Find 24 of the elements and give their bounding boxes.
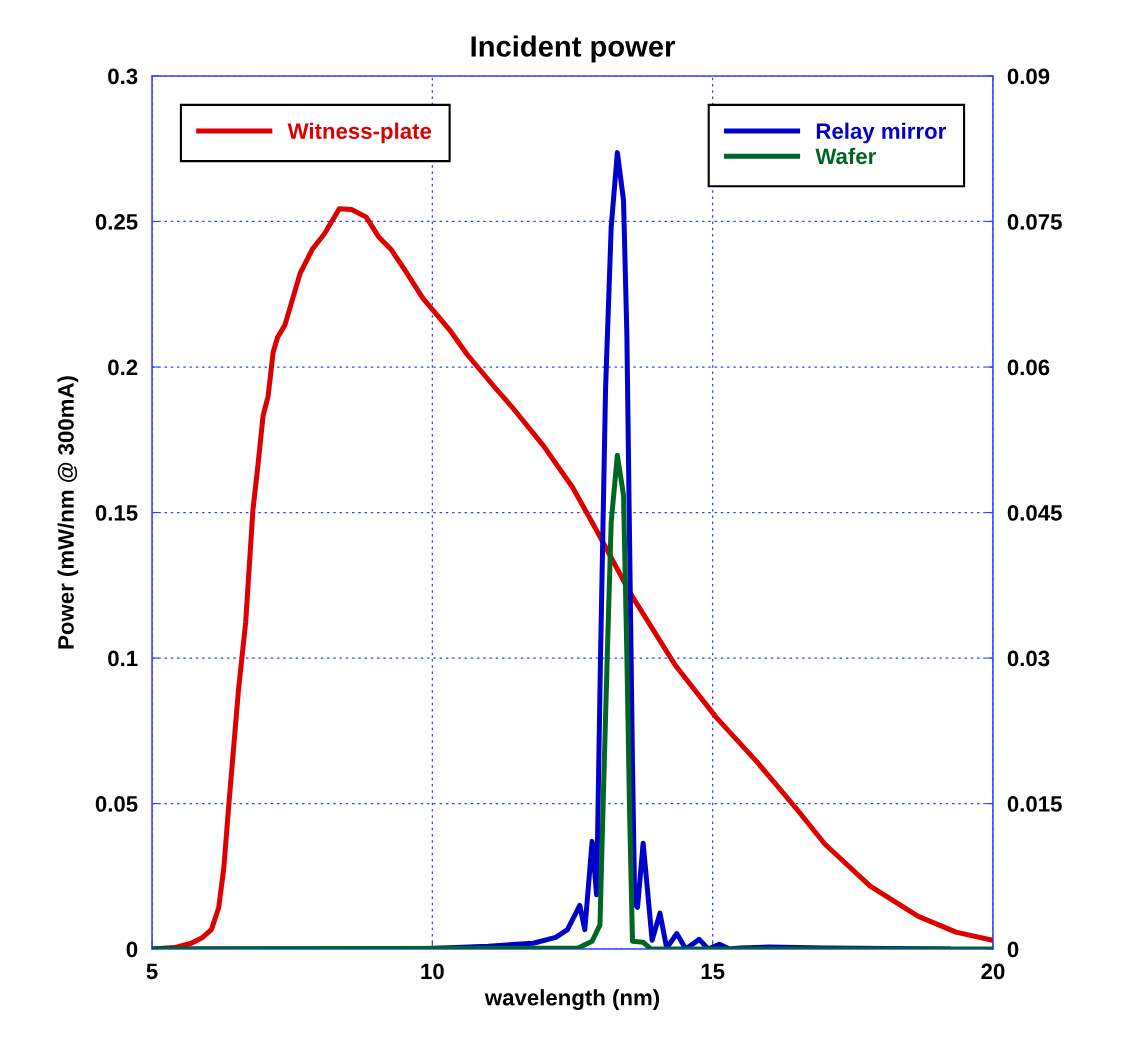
x-tick-label: 10 xyxy=(421,963,444,980)
x-axis-title: wavelength (nm) xyxy=(484,989,660,1011)
y-tick-label: 0.25 xyxy=(95,214,138,230)
y-tick-label: 0 xyxy=(126,941,138,958)
y-tick-label: 0.2 xyxy=(108,359,138,376)
y2-tick-label: 0.075 xyxy=(1007,214,1062,230)
y-tick-label: 0.15 xyxy=(95,505,138,521)
y2-tick-label: 0.03 xyxy=(1007,650,1050,667)
y-tick-label: 0.05 xyxy=(95,796,138,812)
x-tick-label: 15 xyxy=(701,963,725,980)
y-tick-label: 0.1 xyxy=(108,650,138,667)
y2-tick-label: 0.045 xyxy=(1007,505,1062,521)
y2-tick-label: 0 xyxy=(1007,941,1019,958)
x-tick-label: 5 xyxy=(146,963,158,980)
legend-label: Wafer xyxy=(815,147,876,165)
chart-title: Incident power xyxy=(471,35,675,63)
legend-label: Relay mirror xyxy=(816,122,946,144)
y-axis-title: Power (mW/nm @ 300mA) xyxy=(57,376,79,649)
y2-tick-label: 0.06 xyxy=(1007,359,1050,376)
y2-tick-label: 0.015 xyxy=(1007,796,1062,812)
legend-label: Witness-plate xyxy=(287,122,432,144)
y-tick-label: 0.3 xyxy=(108,68,138,85)
x-tick-label: 20 xyxy=(981,963,1005,980)
y2-tick-label: 0.09 xyxy=(1007,68,1050,85)
